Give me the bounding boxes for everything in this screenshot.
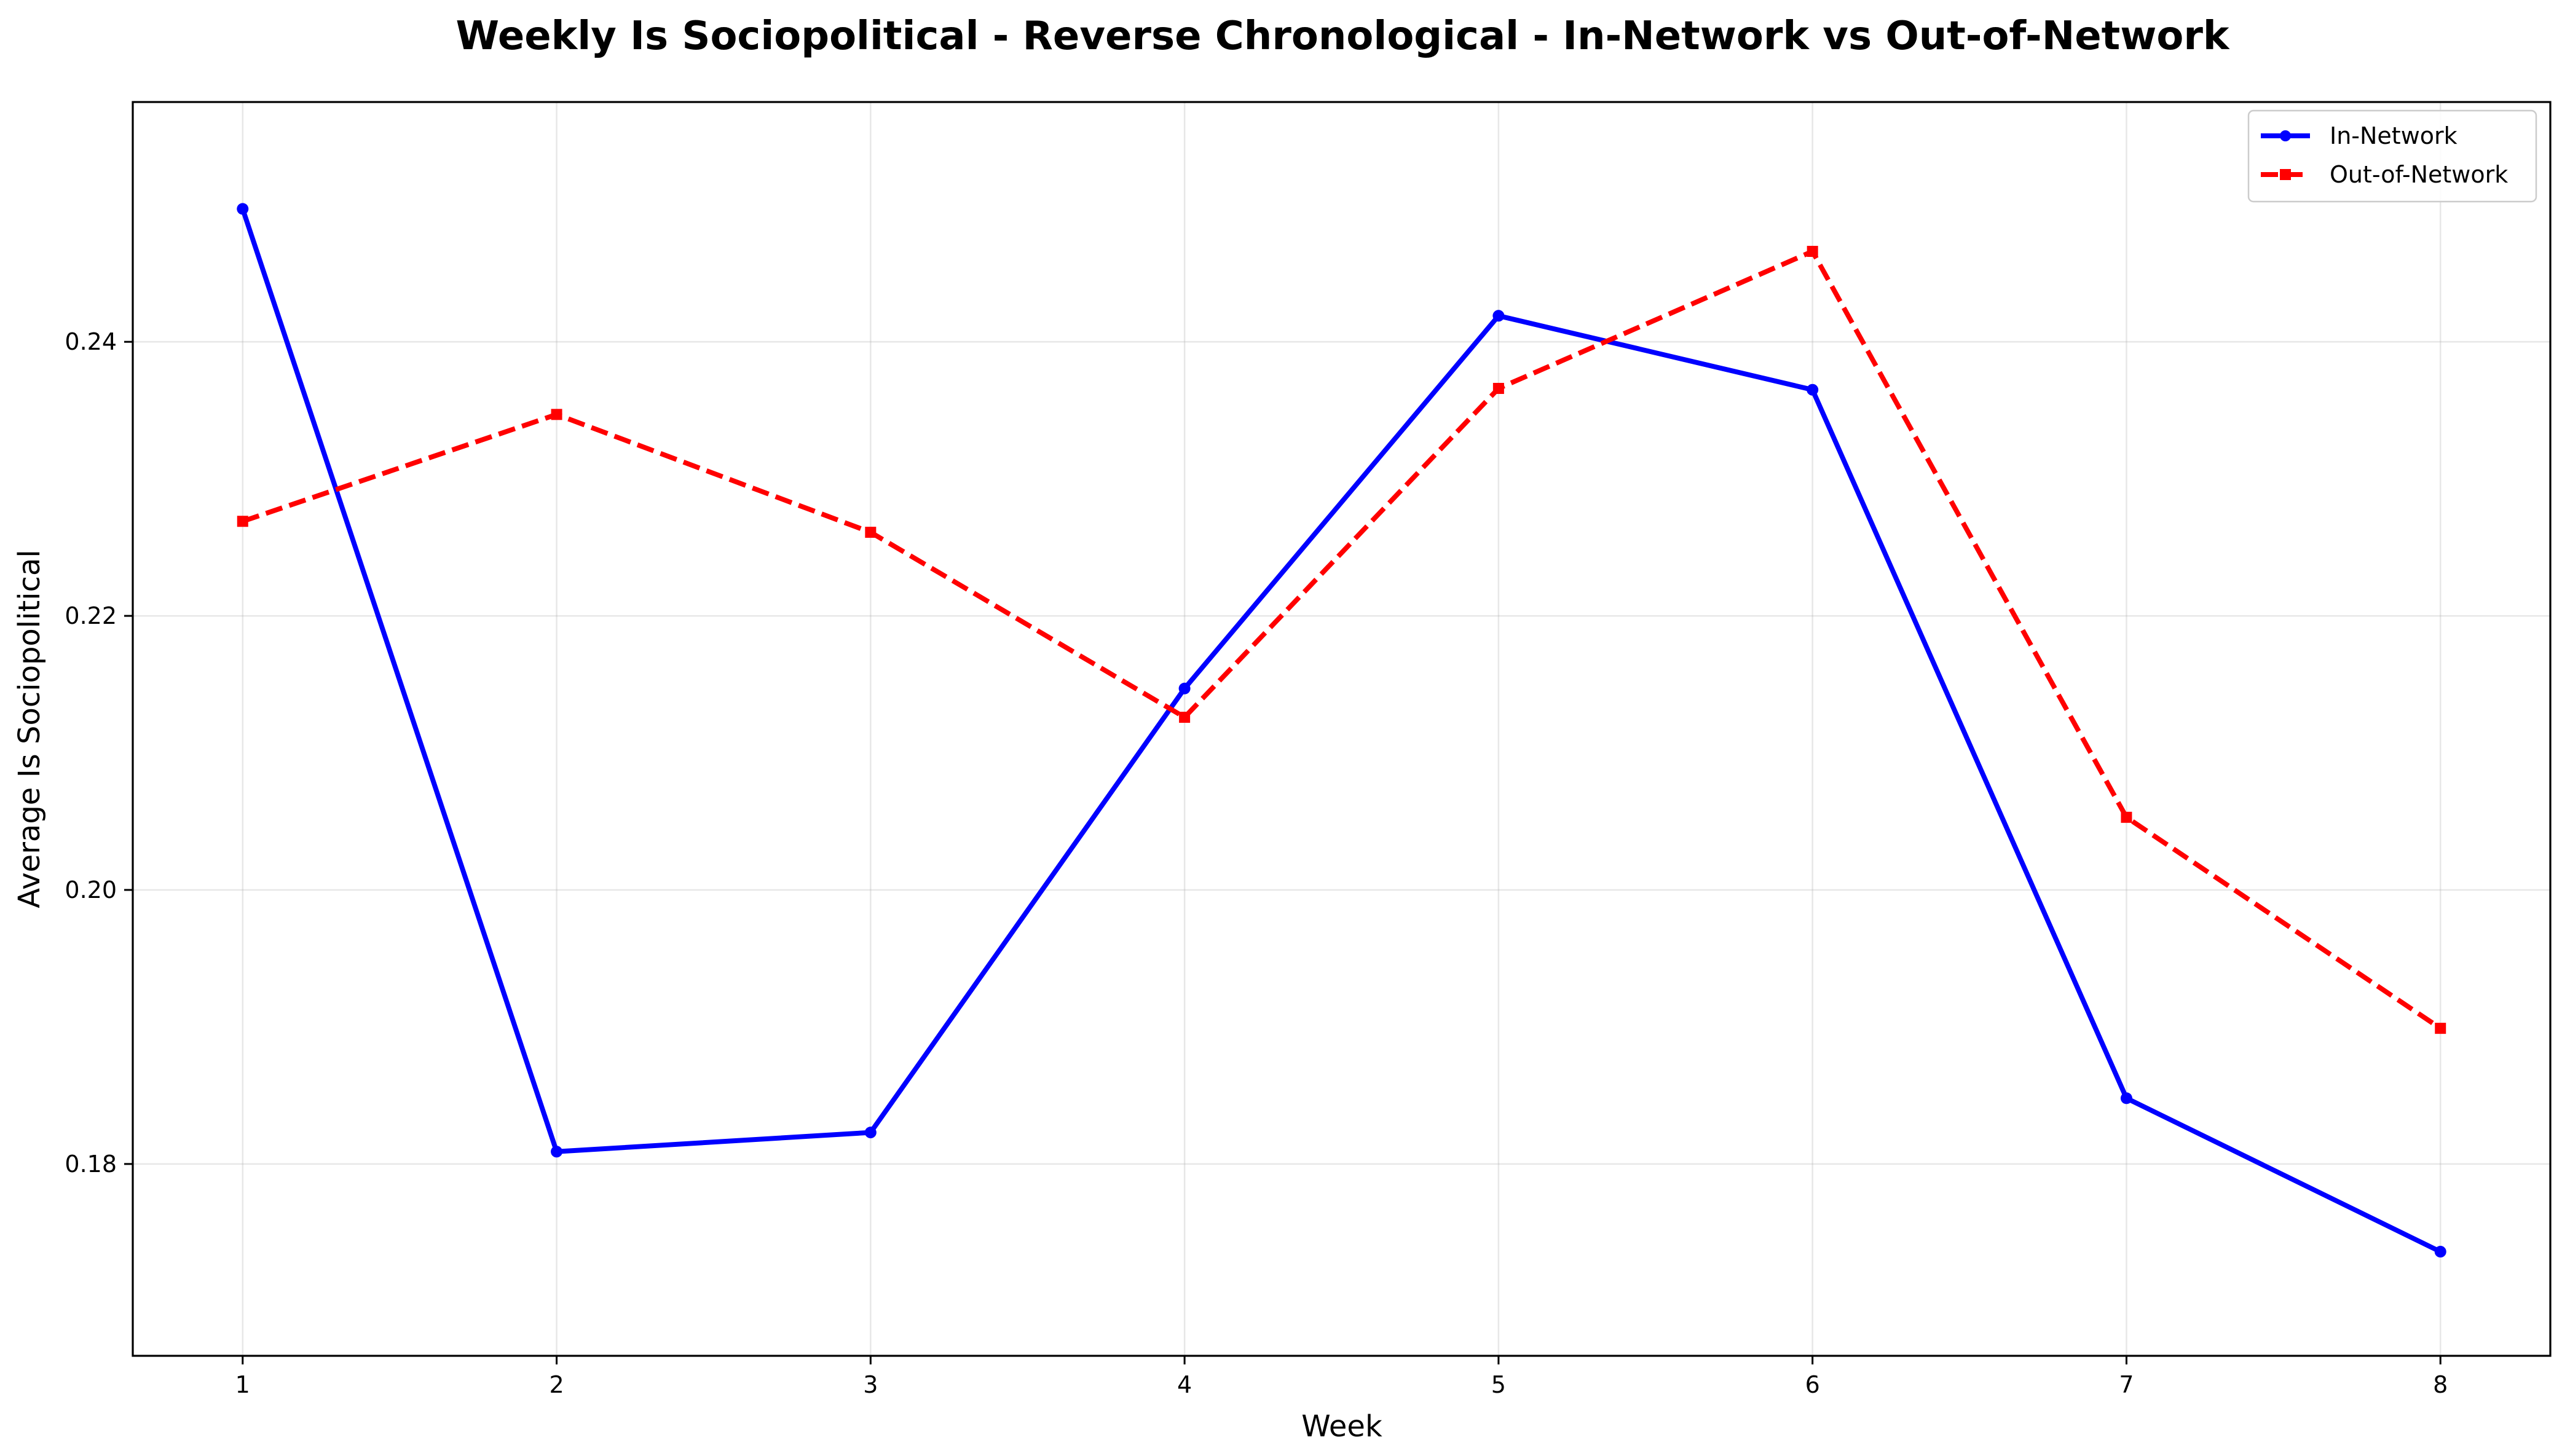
- data-point-out-of-network: [1492, 382, 1504, 394]
- x-tick-label: 5: [1491, 1371, 1506, 1398]
- data-point-in-network: [237, 203, 249, 215]
- legend-marker-out-of-network: [2280, 169, 2291, 180]
- data-point-in-network: [1178, 682, 1191, 695]
- y-tick-label: 0.22: [65, 602, 117, 629]
- legend-box: [2247, 109, 2537, 203]
- chart-title: Weekly Is Sociopolitical - Reverse Chron…: [456, 14, 2230, 59]
- data-point-out-of-network: [865, 527, 877, 538]
- y-axis-label: Average Is Sociopolitical: [12, 549, 47, 908]
- data-point-in-network: [2120, 1092, 2132, 1104]
- data-point-in-network: [551, 1146, 563, 1158]
- y-tick-label: 0.20: [65, 876, 117, 903]
- x-tick-label: 7: [2119, 1371, 2134, 1398]
- data-point-in-network: [1807, 384, 1819, 396]
- x-tick-label: 2: [549, 1371, 564, 1398]
- data-point-in-network: [864, 1127, 877, 1139]
- grid: [133, 102, 2550, 1356]
- x-tick-label: 8: [2433, 1371, 2448, 1398]
- y-tick-label: 0.24: [65, 328, 117, 355]
- legend: In-Network Out-of-Network: [2247, 109, 2537, 203]
- series-line-out-of-network: [242, 249, 2442, 1031]
- x-tick-label: 1: [235, 1371, 250, 1398]
- series-lines: [237, 203, 2446, 1258]
- series-line-in-network: [240, 208, 2442, 1254]
- data-point-out-of-network: [237, 516, 248, 527]
- legend-item-out-of-network: Out-of-Network: [2261, 161, 2508, 188]
- x-tick-label: 4: [1177, 1371, 1192, 1398]
- legend-label-out-of-network: Out-of-Network: [2330, 161, 2508, 188]
- data-point-out-of-network: [1179, 712, 1191, 723]
- y-tick-label: 0.18: [65, 1151, 117, 1178]
- legend-label-in-network: In-Network: [2330, 122, 2458, 149]
- plot-frame: [132, 101, 2552, 1357]
- data-point-in-network: [1492, 310, 1505, 322]
- data-point-out-of-network: [2121, 811, 2132, 823]
- data-point-out-of-network: [551, 409, 562, 420]
- x-tick-label: 6: [1805, 1371, 1820, 1398]
- legend-marker-in-network: [2280, 130, 2291, 141]
- data-point-in-network: [2434, 1246, 2446, 1258]
- x-tick-label: 3: [863, 1371, 878, 1398]
- legend-item-in-network: In-Network: [2261, 122, 2458, 149]
- data-point-out-of-network: [2435, 1023, 2446, 1034]
- x-axis-label: Week: [1301, 1409, 1382, 1444]
- data-point-out-of-network: [1807, 246, 1818, 258]
- axis-ticks: 1 2 3 4 5 6 7 8 0.18 0.20 0.22 0.24: [65, 328, 2448, 1398]
